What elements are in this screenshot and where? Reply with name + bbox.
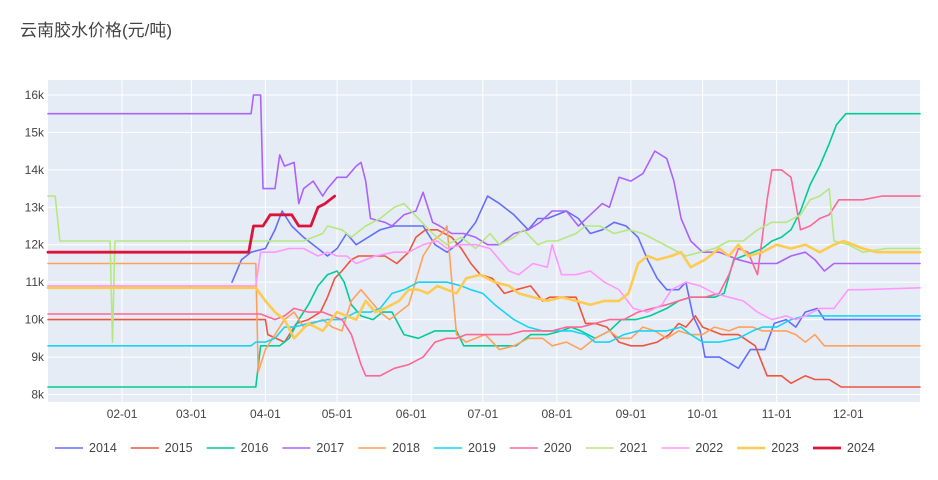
- legend-label: 2020: [544, 441, 572, 455]
- series-line-2023: [46, 239, 922, 340]
- x-tick-label: 09-01: [616, 407, 647, 421]
- legend-item-2023[interactable]: 2023: [737, 441, 799, 455]
- legend: 2014 2015 2016 2017 2018 2019 2020 2021 2022 2023…: [55, 441, 875, 455]
- legend-item-2016[interactable]: 2016: [206, 441, 269, 455]
- legend-item-2017[interactable]: 2017: [282, 441, 344, 455]
- series-line-2021: [47, 187, 921, 343]
- series-line-2014: [231, 195, 921, 370]
- legend-label: 2021: [620, 441, 648, 455]
- y-tick-labels: 8k 9k 10k 11k 12k 13k 14k 15k 16k: [25, 88, 45, 402]
- x-tick-label: 05-01: [322, 407, 353, 421]
- x-tick-labels: 02-01 03-01 04-01 05-01 06-01 07-01 08-01 09-01…: [107, 407, 864, 421]
- legend-label: 2016: [241, 441, 269, 455]
- y-gridlines: [48, 94, 920, 396]
- legend-label: 2022: [695, 441, 723, 455]
- y-tick-label: 13k: [25, 200, 45, 214]
- y-tick-label: 14k: [25, 163, 45, 177]
- legend-item-2015[interactable]: 2015: [130, 441, 193, 455]
- y-tick-label: 8k: [31, 388, 45, 402]
- legend-item-2020[interactable]: 2020: [509, 441, 572, 455]
- series-line-2022: [47, 240, 921, 321]
- series-line-2024: [46, 194, 337, 254]
- legend-item-2014[interactable]: 2014: [55, 441, 117, 455]
- y-tick-label: 10k: [25, 313, 45, 327]
- x-tick-label: 02-01: [107, 407, 138, 421]
- legend-label: 2015: [165, 441, 193, 455]
- legend-item-2024[interactable]: 2024: [813, 441, 875, 455]
- series-line-2018: [47, 225, 921, 373]
- legend-item-2019[interactable]: 2019: [434, 441, 496, 455]
- legend-item-2018[interactable]: 2018: [358, 441, 420, 455]
- y-tick-label: 9k: [31, 350, 45, 364]
- x-tick-label: 04-01: [250, 407, 281, 421]
- x-tick-label: 12-01: [833, 407, 864, 421]
- x-tick-label: 10-01: [687, 407, 718, 421]
- y-tick-label: 16k: [25, 88, 45, 102]
- y-tick-label: 11k: [26, 275, 45, 289]
- y-tick-label: 12k: [25, 238, 45, 252]
- legend-label: 2018: [392, 441, 420, 455]
- y-tick-label: 15k: [25, 125, 45, 139]
- chart-title: 云南胶水价格(元/吨): [20, 21, 173, 40]
- x-tick-label: 07-01: [467, 407, 498, 421]
- legend-label: 2024: [847, 441, 875, 455]
- legend-label: 2017: [316, 441, 344, 455]
- legend-item-2021[interactable]: 2021: [585, 441, 648, 455]
- x-tick-label: 06-01: [396, 407, 427, 421]
- legend-label: 2019: [468, 441, 496, 455]
- x-tick-label: 11-01: [762, 407, 792, 421]
- legend-label: 2023: [771, 441, 799, 455]
- legend-label: 2014: [89, 441, 117, 455]
- series-layer: [46, 94, 922, 388]
- x-tick-label: 08-01: [542, 407, 573, 421]
- x-tick-label: 03-01: [176, 407, 207, 421]
- legend-item-2022[interactable]: 2022: [661, 441, 723, 455]
- series-line-2019: [47, 281, 921, 347]
- series-line-2020: [47, 169, 921, 377]
